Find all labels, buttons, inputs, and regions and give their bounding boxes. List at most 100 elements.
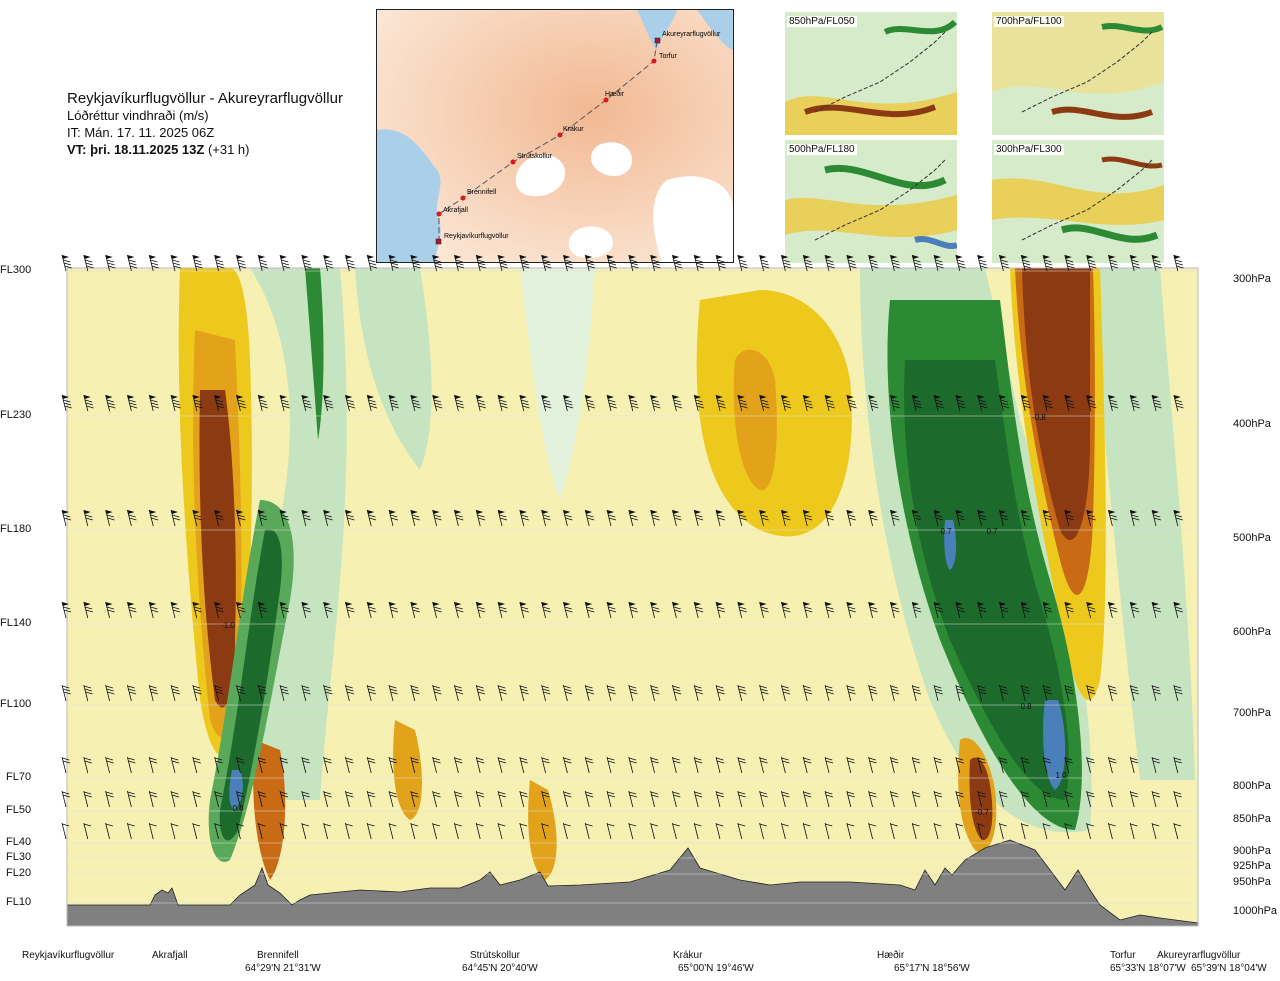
wind-barb: [890, 509, 900, 527]
wind-barb: [1086, 756, 1095, 774]
thumbnail-300hpa[interactable]: 300hPa/FL300: [992, 140, 1164, 263]
wind-barb: [475, 509, 486, 527]
wind-barb: [1151, 684, 1161, 702]
wind-barb: [301, 756, 310, 774]
wind-barb: [301, 822, 310, 840]
thumbnail-850hpa-map: [785, 12, 957, 135]
flight-level-label: FL30: [6, 851, 32, 863]
wind-barb: [955, 509, 965, 527]
wind-barb: [257, 822, 266, 840]
location-coordinates: 65°00'N 19°46'W: [678, 963, 754, 974]
wind-barb: [999, 601, 1009, 619]
wind-barb: [693, 822, 702, 840]
wind-barb: [236, 509, 246, 527]
wind-barb: [672, 684, 682, 702]
route-map: Akureyrarflugvöllur Torfur Hæðir Krákur …: [376, 9, 734, 263]
thumbnail-300hpa-label: 300hPa/FL300: [994, 144, 1064, 155]
wind-barb: [366, 601, 377, 619]
wind-barb: [1108, 601, 1118, 619]
wind-barb: [497, 822, 506, 840]
wind-barb: [563, 684, 573, 702]
wind-barb: [890, 756, 899, 774]
wind-barb: [541, 394, 552, 412]
wind-barb: [890, 601, 900, 619]
wind-barb: [1151, 394, 1162, 412]
location-name: Reykjavíkurflugvöllur: [22, 950, 115, 961]
wind-barb: [846, 601, 856, 619]
wind-barb: [105, 509, 115, 527]
contour-value-label: 0.8: [232, 804, 244, 813]
wind-barb: [192, 756, 201, 774]
wind-barb: [170, 601, 181, 619]
wind-barb: [911, 509, 922, 527]
pressure-level-label: 900hPa: [1233, 845, 1271, 857]
wind-barb: [999, 756, 1008, 774]
wind-barb: [1064, 756, 1073, 774]
field-region: [1090, 268, 1195, 780]
wind-barb: [148, 790, 158, 808]
wind-barb: [1151, 790, 1161, 808]
plot-frame: [66, 267, 1199, 927]
wind-barb: [1042, 822, 1051, 840]
wind-barb: [977, 254, 988, 272]
pressure-level-label: 950hPa: [1233, 876, 1271, 888]
wind-barb: [1173, 684, 1183, 702]
wind-barb: [61, 601, 72, 619]
wind-barb: [715, 509, 726, 527]
wind-barb: [1129, 790, 1139, 808]
wind-barb: [61, 822, 70, 840]
wind-barb: [911, 790, 921, 808]
wind-barb: [933, 394, 944, 412]
wind-barb: [497, 756, 507, 774]
wind-barb: [563, 756, 572, 774]
wind-barb: [541, 756, 550, 774]
wind-barb: [846, 684, 856, 702]
wind-barb: [148, 756, 158, 774]
wind-barb: [323, 601, 333, 619]
wind-barb: [1020, 822, 1029, 840]
wind-barb: [192, 822, 201, 840]
wind-barb: [606, 509, 617, 527]
wind-barb: [1020, 394, 1032, 412]
wind-barb: [672, 509, 682, 527]
wind-barb: [715, 790, 725, 808]
wind-barb: [693, 601, 704, 619]
wind-barb: [127, 601, 137, 619]
wind-barb: [846, 790, 855, 808]
wind-barb: [955, 822, 964, 840]
wind-barb: [475, 756, 485, 774]
thumbnail-850hpa[interactable]: 850hPa/FL050: [785, 12, 957, 135]
wind-barb: [432, 790, 441, 808]
wind-barb: [83, 684, 93, 702]
pressure-level-label: 850hPa: [1233, 813, 1271, 825]
wind-barb: [846, 822, 855, 840]
wind-barb: [323, 790, 332, 808]
wind-barb: [541, 790, 550, 808]
wind-barb: [148, 601, 159, 619]
flight-level-label: FL10: [6, 896, 32, 908]
wind-barb: [737, 601, 747, 619]
wind-barb: [519, 790, 528, 808]
wind-barb: [519, 756, 528, 774]
wind-barb: [977, 601, 987, 619]
wind-barb: [781, 822, 789, 840]
wind-barb: [911, 394, 923, 412]
thumbnail-500hpa[interactable]: 500hPa/FL180: [785, 140, 957, 263]
location-coordinates: 64°45'N 20°40'W: [462, 963, 538, 974]
wind-barb: [628, 822, 637, 840]
location-coordinates: 65°39'N 18°04'W: [1191, 963, 1267, 974]
thumbnail-700hpa[interactable]: 700hPa/FL100: [992, 12, 1164, 135]
wind-barb: [1086, 509, 1096, 527]
field-region: [520, 268, 595, 500]
field-background: [67, 268, 1198, 926]
wind-barb: [1129, 684, 1140, 702]
wind-barb: [628, 509, 638, 527]
wind-barb: [192, 601, 202, 619]
wind-barb: [955, 684, 965, 702]
wind-barb: [868, 394, 879, 412]
station-marker-strutskollur: [510, 159, 516, 165]
contour-value-label: -0.7: [975, 808, 989, 817]
wind-barb: [672, 822, 680, 840]
wind-barb: [1064, 509, 1074, 527]
wind-barb: [192, 684, 202, 702]
